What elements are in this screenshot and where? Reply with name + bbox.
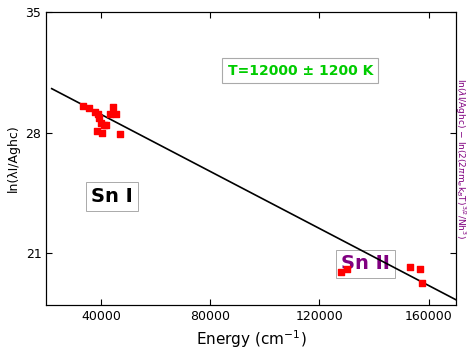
- Point: [102, 122, 110, 128]
- Point: [337, 269, 345, 275]
- Text: Sn I: Sn I: [91, 187, 133, 206]
- Point: [112, 112, 119, 117]
- Point: [107, 111, 114, 116]
- Point: [93, 128, 100, 134]
- Y-axis label: ln($\lambda$I/Aghc) $-$ ln(2(2$\pi$m$_e$k$_B$T)$^{3/2}$/Nh$^3$): ln($\lambda$I/Aghc) $-$ ln(2(2$\pi$m$_e$…: [453, 78, 467, 239]
- Point: [96, 115, 103, 121]
- Point: [109, 104, 117, 110]
- Point: [100, 122, 108, 128]
- X-axis label: Energy (cm$^{-1}$): Energy (cm$^{-1}$): [196, 328, 306, 350]
- Point: [343, 266, 350, 272]
- Text: Sn II: Sn II: [341, 255, 390, 273]
- Point: [116, 131, 124, 137]
- Point: [99, 130, 106, 135]
- Point: [406, 264, 413, 270]
- Point: [97, 120, 105, 126]
- Point: [418, 280, 426, 285]
- Point: [85, 105, 92, 110]
- Y-axis label: ln(λI/Aghc): ln(λI/Aghc): [7, 125, 20, 192]
- Text: T=12000 ± 1200 K: T=12000 ± 1200 K: [228, 64, 373, 77]
- Point: [417, 266, 424, 272]
- Point: [79, 103, 87, 109]
- Point: [91, 109, 99, 115]
- Point: [94, 112, 102, 117]
